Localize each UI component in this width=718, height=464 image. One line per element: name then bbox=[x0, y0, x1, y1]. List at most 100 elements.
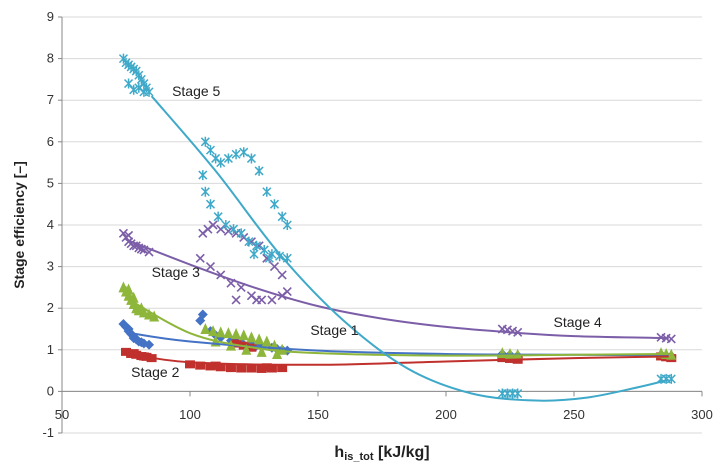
data-point-stage-5 bbox=[139, 86, 149, 97]
data-point-stage-5 bbox=[231, 149, 241, 160]
data-point-stage-5 bbox=[216, 157, 226, 168]
y-tick-label: 8 bbox=[47, 51, 54, 66]
data-point-stage-3 bbox=[246, 331, 257, 343]
data-point-stage-5 bbox=[513, 388, 523, 399]
trend-line-stage-4 bbox=[125, 238, 669, 340]
data-point-stage-4 bbox=[205, 262, 216, 272]
data-point-stage-2 bbox=[277, 364, 288, 373]
x-tick-label: 300 bbox=[691, 407, 713, 422]
data-point-stage-2 bbox=[236, 364, 247, 373]
data-point-stage-3 bbox=[149, 310, 160, 322]
series-label: Stage 1 bbox=[310, 322, 358, 338]
labels-layer: Stage 5 Stage 3 Stage 1 Stage 2 Stage 4 bbox=[131, 83, 602, 380]
data-point-stage-4 bbox=[123, 230, 134, 240]
trend-line-stage-3 bbox=[125, 296, 669, 357]
y-tick-label: 0 bbox=[47, 383, 54, 398]
data-point-stage-5 bbox=[213, 211, 223, 222]
data-point-stage-1 bbox=[136, 337, 147, 348]
x-axis-title-sub: is_tot bbox=[344, 451, 374, 463]
data-point-stage-5 bbox=[252, 240, 262, 251]
y-tick-label: 3 bbox=[47, 259, 54, 274]
data-point-stage-4 bbox=[251, 295, 262, 305]
data-point-stage-3 bbox=[256, 345, 267, 357]
y-axis-title: Stage efficiency [–] bbox=[11, 161, 27, 289]
trend-line-stage-5 bbox=[150, 95, 669, 402]
data-point-stage-1 bbox=[144, 339, 155, 350]
x-axis-title-main: h bbox=[334, 444, 344, 461]
data-point-stage-4 bbox=[282, 286, 292, 297]
data-point-stage-1 bbox=[128, 333, 139, 344]
data-point-stage-5 bbox=[269, 199, 280, 210]
data-point-stage-1 bbox=[123, 324, 134, 334]
data-point-stage-5 bbox=[221, 220, 231, 230]
data-point-stage-3 bbox=[123, 283, 134, 295]
y-tick-label: 4 bbox=[47, 217, 54, 232]
y-tick-label: 5 bbox=[47, 175, 54, 190]
x-tick-label: 100 bbox=[179, 407, 201, 422]
data-point-stage-4 bbox=[118, 228, 129, 238]
series-label: Stage 3 bbox=[152, 264, 200, 280]
y-tick-label: 9 bbox=[47, 9, 54, 24]
data-point-stage-2 bbox=[210, 361, 221, 370]
series-label: Stage 2 bbox=[131, 364, 179, 380]
data-point-stage-4 bbox=[231, 295, 241, 305]
data-point-stage-5 bbox=[244, 236, 254, 247]
data-point-stage-5 bbox=[282, 220, 292, 230]
data-point-stage-2 bbox=[195, 361, 206, 370]
data-point-stage-4 bbox=[267, 295, 277, 305]
data-point-stage-4 bbox=[208, 220, 218, 230]
x-tick-label: 150 bbox=[307, 407, 329, 422]
y-tick-label: -1 bbox=[42, 425, 54, 440]
data-point-stage-5 bbox=[239, 147, 249, 158]
data-point-stage-5 bbox=[228, 224, 239, 235]
x-tick-label: 200 bbox=[435, 407, 457, 422]
data-point-stage-5 bbox=[259, 244, 269, 255]
data-point-stage-2 bbox=[128, 349, 139, 358]
data-point-stage-2 bbox=[205, 362, 216, 371]
data-point-stage-5 bbox=[254, 165, 264, 176]
data-point-stage-3 bbox=[241, 343, 252, 355]
series-label: Stage 5 bbox=[172, 83, 220, 99]
data-point-stage-2 bbox=[266, 364, 277, 373]
data-point-stage-2 bbox=[185, 360, 195, 369]
data-point-stage-2 bbox=[231, 339, 242, 348]
y-tick-label: 1 bbox=[47, 342, 54, 357]
trend-line-stage-2 bbox=[125, 352, 669, 366]
x-tick-label: 250 bbox=[563, 407, 585, 422]
data-point-stage-3 bbox=[208, 325, 219, 337]
data-point-stage-2 bbox=[261, 363, 272, 372]
data-point-stage-5 bbox=[249, 249, 259, 260]
x-tick-label: 50 bbox=[55, 407, 69, 422]
data-point-stage-4 bbox=[277, 270, 287, 280]
data-point-stage-5 bbox=[264, 253, 274, 264]
y-tick-label: 7 bbox=[47, 92, 54, 107]
data-point-stage-4 bbox=[666, 334, 676, 344]
axes bbox=[58, 16, 703, 434]
data-point-stage-5 bbox=[666, 373, 676, 384]
data-point-stage-4 bbox=[195, 253, 205, 263]
data-point-stage-3 bbox=[666, 348, 677, 360]
data-point-stage-3 bbox=[223, 327, 234, 339]
data-point-stage-5 bbox=[205, 145, 216, 156]
data-point-stage-5 bbox=[200, 186, 210, 197]
data-point-stage-5 bbox=[129, 84, 139, 95]
data-point-stage-2 bbox=[225, 364, 236, 373]
series-label: Stage 4 bbox=[554, 314, 602, 330]
data-point-stage-1 bbox=[195, 315, 206, 326]
data-point-stage-3 bbox=[215, 326, 226, 338]
data-point-stage-5 bbox=[246, 153, 256, 164]
x-axis-title-unit: [kJ/kg] bbox=[374, 444, 430, 461]
data-point-stage-4 bbox=[269, 262, 280, 272]
data-point-stage-3 bbox=[200, 323, 211, 334]
data-point-stage-3 bbox=[231, 327, 242, 339]
data-point-stage-3 bbox=[261, 335, 272, 347]
data-point-stage-5 bbox=[262, 186, 272, 197]
data-point-stage-5 bbox=[277, 211, 287, 222]
ticks-layer: -1 0 1 2 3 4 5 6 7 8 9 50 100 150 200 250 300 bbox=[42, 9, 712, 440]
data-point-stage-2 bbox=[121, 347, 131, 356]
data-point-stage-2 bbox=[215, 363, 226, 372]
data-point-stage-3 bbox=[238, 329, 249, 341]
data-point-stage-5 bbox=[124, 78, 134, 89]
y-tick-label: 6 bbox=[47, 134, 54, 149]
